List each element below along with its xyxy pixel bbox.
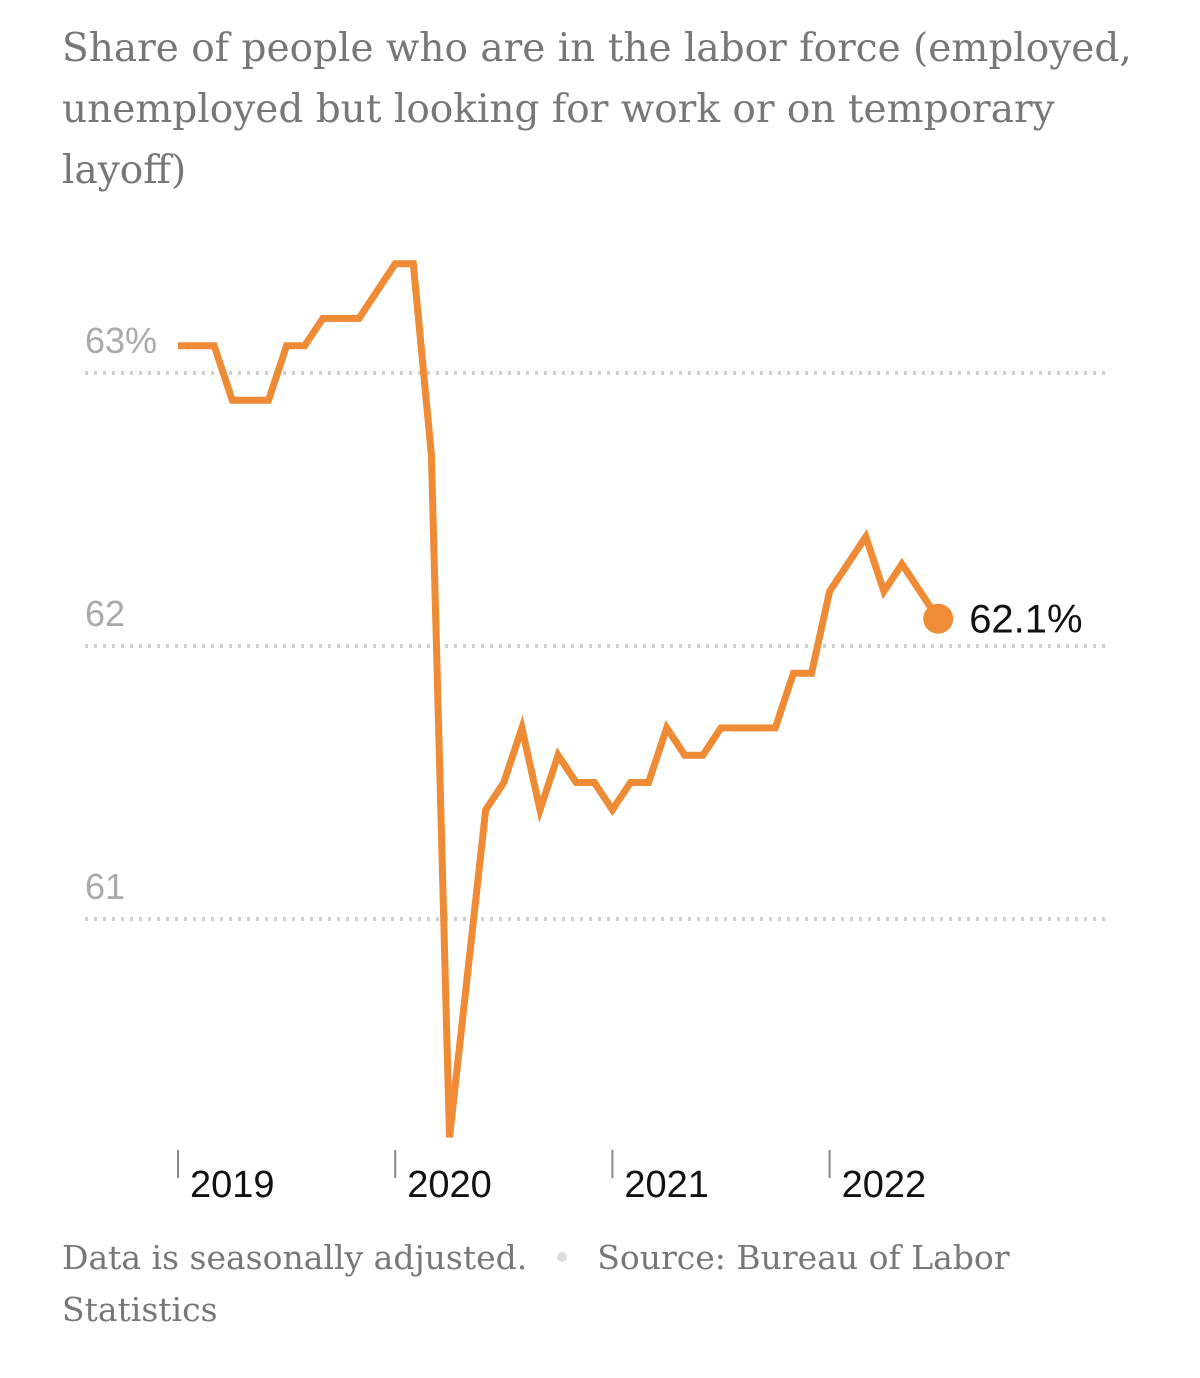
- note: Data is seasonally adjusted.: [62, 1238, 528, 1277]
- x-tick-label: 2021: [624, 1164, 709, 1206]
- y-tick-label: 63%: [85, 320, 157, 361]
- chart-title: Share of people who are in the labor for…: [62, 26, 1132, 193]
- y-tick-label: 62: [85, 593, 125, 634]
- x-tick-label: 2022: [842, 1164, 927, 1206]
- y-tick-label: 61: [85, 866, 125, 907]
- separator-dot: [557, 1252, 568, 1262]
- x-tick-label: 2019: [190, 1164, 275, 1206]
- chart: 63% 62 61 2019 2020 2021 2022 62.1%: [85, 260, 1110, 1206]
- x-tick-label: 2020: [407, 1164, 492, 1206]
- footer: Data is seasonally adjusted. Source: Bure…: [62, 1232, 1102, 1336]
- source: Source: Bureau of Labor Statistics: [62, 1238, 1010, 1329]
- line-series: [178, 260, 942, 1138]
- end-point: [923, 603, 954, 634]
- value-label: 62.1%: [969, 598, 1082, 642]
